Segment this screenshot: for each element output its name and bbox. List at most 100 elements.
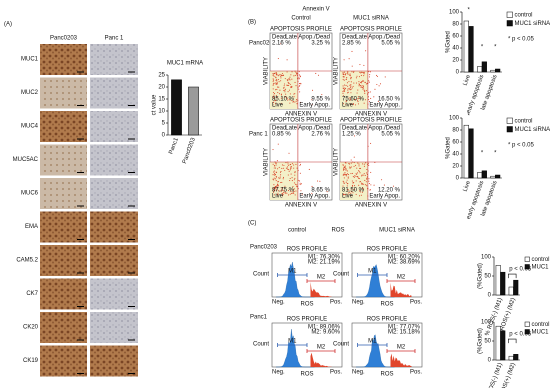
event-dot <box>274 174 276 176</box>
event-dot <box>291 180 293 182</box>
event-dot <box>354 188 356 190</box>
event-dot <box>286 168 289 170</box>
event-dot <box>294 172 296 174</box>
row-label: CK19 <box>23 358 39 364</box>
event-dot <box>293 179 295 181</box>
legend-swatch <box>524 329 530 335</box>
live-gate <box>270 71 298 109</box>
event-dot <box>299 172 301 174</box>
event-dot <box>364 174 366 177</box>
event-dot <box>352 71 354 73</box>
event-dot <box>351 188 353 190</box>
event-dot <box>301 193 303 195</box>
gate-label: M2 <box>317 345 326 351</box>
event-dot <box>345 175 347 177</box>
event-dot <box>363 173 365 175</box>
event-dot <box>369 189 371 191</box>
x-tick-label: % ROS(-) (M1) <box>485 362 504 388</box>
event-dot <box>274 100 276 102</box>
legend-label: MUC1 siRNA <box>532 329 550 335</box>
event-dot <box>366 172 368 174</box>
event-dot <box>294 74 296 76</box>
event-dot <box>287 80 289 82</box>
event-dot <box>342 87 344 89</box>
event-dot <box>349 166 351 168</box>
event-dot <box>350 162 352 164</box>
event-dot <box>349 97 352 99</box>
event-dot <box>347 193 349 195</box>
event-dot <box>368 99 370 101</box>
event-dot <box>296 103 298 105</box>
event-dot <box>272 78 274 80</box>
quadrant-label: Dead <box>272 126 286 132</box>
event-dot <box>273 177 275 179</box>
event-dot <box>273 165 276 167</box>
event-dot <box>355 77 357 79</box>
event-dot <box>272 80 274 82</box>
quadrant-percent: 2.85 % <box>342 41 361 47</box>
event-dot <box>381 179 383 181</box>
event-dot <box>345 84 347 87</box>
event-dot <box>288 77 290 80</box>
event-dot <box>281 192 283 194</box>
event-dot <box>273 194 275 196</box>
event-dot <box>346 72 348 74</box>
event-dot <box>349 86 351 88</box>
gate-marker <box>357 343 388 347</box>
event-dot <box>289 102 291 104</box>
legend-label: MUC1 siRNA <box>532 264 550 270</box>
event-dot <box>275 82 277 85</box>
ihc-image <box>40 345 87 377</box>
gate-marker <box>357 273 388 277</box>
legend-label: control <box>532 322 550 328</box>
gate-percent: M1: 76.30% <box>308 255 341 261</box>
event-dot <box>343 181 345 183</box>
event-dot <box>281 167 283 170</box>
event-dot <box>359 167 362 170</box>
event-dot <box>280 93 282 95</box>
panel-label: (A) <box>4 22 12 28</box>
event-dot <box>273 170 275 172</box>
event-dot <box>273 79 275 81</box>
quadrant-label: Late Apop./Dead <box>285 126 330 132</box>
event-dot <box>350 92 352 94</box>
significance: * <box>481 45 484 51</box>
event-dot <box>287 194 290 196</box>
event-dot <box>362 84 364 87</box>
event-dot <box>272 91 275 94</box>
event-dot <box>356 167 358 169</box>
event-dot <box>363 89 365 91</box>
event-dot <box>279 176 281 178</box>
event-dot <box>274 186 276 189</box>
x-end-label: Pos. <box>330 370 342 376</box>
event-dot <box>342 95 344 97</box>
quadrant-percent: 8.65 % <box>311 188 330 194</box>
bar <box>490 69 496 73</box>
event-dot <box>360 85 362 87</box>
event-dot <box>293 75 295 77</box>
event-dot <box>358 76 360 78</box>
event-dot <box>355 173 357 175</box>
event-dot <box>291 163 293 165</box>
y-axis-label: Count <box>253 272 269 278</box>
y-tick-label: 15 <box>158 97 165 103</box>
quadrant-label: Live <box>342 103 354 109</box>
event-dot <box>284 88 287 90</box>
event-dot <box>350 88 352 90</box>
event-dot <box>345 78 347 80</box>
event-dot <box>273 171 275 173</box>
event-dot <box>357 89 359 91</box>
ihc-image <box>90 144 138 176</box>
event-dot <box>276 74 278 76</box>
event-dot <box>287 99 289 101</box>
event-dot <box>349 88 351 90</box>
row-label: CAM5.2 <box>16 258 38 264</box>
event-dot <box>298 88 300 90</box>
event-dot <box>292 100 294 102</box>
event-dot <box>359 167 361 169</box>
event-dot <box>275 103 277 105</box>
event-dot <box>275 76 277 78</box>
legend-swatch <box>524 256 530 262</box>
event-dot <box>368 76 371 78</box>
event-dot <box>290 190 292 192</box>
